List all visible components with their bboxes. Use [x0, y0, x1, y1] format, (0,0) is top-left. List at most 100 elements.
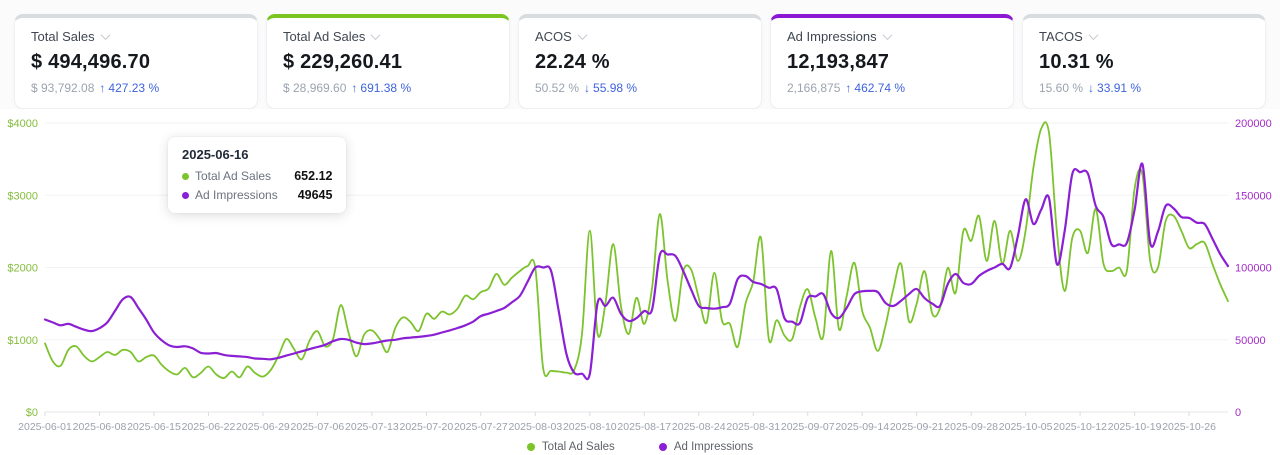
- kpi-value: $ 494,496.70: [31, 51, 151, 73]
- kpi-change-percent: 55.98 %: [593, 81, 638, 95]
- kpi-value: 22.24 %: [535, 51, 610, 73]
- kpi-title: Ad Impressions: [787, 29, 877, 44]
- kpi-comparison: 15.60 % ↓ 33.91 %: [1039, 81, 1249, 95]
- kpi-card-acos[interactable]: ACOS 22.24 % 50.52 % ↓ 55.98 %: [518, 14, 762, 109]
- kpi-change: ↓ 33.91 %: [1088, 81, 1141, 95]
- tooltip-series-value: 49645: [297, 188, 333, 202]
- series-line-total-ad-sales: [44, 121, 1229, 379]
- x-tick-label: 2025-06-08: [73, 421, 127, 433]
- kpi-cards-row: Total Sales $ 494,496.70 $ 93,792.08 ↑ 42…: [0, 0, 1280, 109]
- series-dot-icon: [182, 191, 189, 199]
- kpi-card-ad-impressions[interactable]: Ad Impressions 12,193,847 2,166,875 ↑ 462…: [770, 14, 1014, 109]
- chevron-down-icon[interactable]: [370, 30, 381, 41]
- kpi-card-total-ad-sales[interactable]: Total Ad Sales $ 229,260.41 $ 28,969.60 …: [266, 14, 510, 109]
- chevron-down-icon[interactable]: [882, 30, 893, 41]
- tooltip-date: 2025-06-16: [182, 147, 249, 162]
- x-tick-label: 2025-06-29: [236, 421, 290, 433]
- kpi-previous-value: 15.60 %: [1039, 81, 1084, 95]
- kpi-title: Total Ad Sales: [283, 29, 366, 44]
- time-series-chart: $0 0 $1000 50000 $2000 100000 $3000 150000 $4000…: [0, 109, 1280, 455]
- legend-dot-icon: [526, 443, 535, 451]
- kpi-card-total-sales[interactable]: Total Sales $ 494,496.70 $ 93,792.08 ↑ 42…: [14, 14, 258, 109]
- x-tick-label: 2025-07-13: [345, 421, 399, 433]
- x-tick-label: 2025-10-05: [999, 421, 1053, 433]
- y-left-tick-label: $3000: [7, 190, 38, 202]
- kpi-value: 12,193,847: [787, 51, 890, 73]
- kpi-change-percent: 691.38 %: [360, 81, 412, 95]
- kpi-comparison: $ 28,969.60 ↑ 691.38 %: [283, 81, 493, 95]
- x-tick-label: 2025-09-28: [944, 421, 998, 433]
- tooltip-series-label: Ad Impressions: [195, 188, 278, 202]
- x-tick-label: 2025-08-10: [563, 421, 617, 433]
- x-tick-label: 2025-08-24: [672, 421, 726, 433]
- legend-item-ad-impressions[interactable]: Ad Impressions: [658, 441, 754, 453]
- x-tick-label: 2025-08-03: [508, 421, 562, 433]
- x-tick-label: 2025-07-06: [291, 421, 345, 433]
- kpi-change-percent: 33.91 %: [1097, 81, 1142, 95]
- kpi-card-tacos[interactable]: TACOS 10.31 % 15.60 % ↓ 33.91 %: [1022, 14, 1266, 109]
- kpi-title: Total Sales: [31, 29, 95, 44]
- x-tick-label: 2025-08-17: [617, 421, 671, 433]
- kpi-change: ↓ 55.98 %: [584, 81, 637, 95]
- y-right-tick-label: 200000: [1235, 118, 1272, 130]
- chevron-down-icon[interactable]: [100, 30, 111, 41]
- kpi-previous-value: 50.52 %: [535, 81, 580, 95]
- kpi-title: ACOS: [535, 29, 572, 44]
- kpi-change: ↑ 427.23 %: [99, 81, 159, 95]
- y-left-tick-label: $1000: [7, 335, 38, 347]
- kpi-change-percent: 427.23 %: [108, 81, 160, 95]
- kpi-previous-value: $ 28,969.60: [283, 81, 347, 95]
- metric-selector[interactable]: Total Sales: [31, 29, 241, 44]
- x-tick-label: 2025-10-19: [1108, 421, 1162, 433]
- y-right-tick-label: 0: [1235, 407, 1241, 419]
- arrow-down-icon: ↓: [584, 81, 591, 95]
- chevron-down-icon[interactable]: [1088, 30, 1099, 41]
- arrow-up-icon: ↑: [351, 81, 358, 95]
- kpi-value: 10.31 %: [1039, 51, 1114, 73]
- x-tick-label: 2025-07-20: [400, 421, 454, 433]
- x-tick-label: 2025-09-07: [781, 421, 835, 433]
- kpi-title: TACOS: [1039, 29, 1083, 44]
- chart-canvas[interactable]: $0 0 $1000 50000 $2000 100000 $3000 150000 $4000…: [0, 109, 1280, 440]
- x-tick-label: 2025-06-01: [18, 421, 72, 433]
- kpi-change: ↑ 691.38 %: [351, 81, 411, 95]
- x-tick-label: 2025-10-26: [1162, 421, 1216, 433]
- chevron-down-icon[interactable]: [577, 30, 588, 41]
- tooltip-series-label: Total Ad Sales: [195, 169, 272, 183]
- x-tick-label: 2025-10-12: [1053, 421, 1107, 433]
- kpi-comparison: $ 93,792.08 ↑ 427.23 %: [31, 81, 241, 95]
- x-tick-label: 2025-06-15: [127, 421, 181, 433]
- x-tick-label: 2025-07-27: [454, 421, 508, 433]
- metric-selector[interactable]: ACOS: [535, 29, 745, 44]
- arrow-up-icon: ↑: [99, 81, 106, 95]
- y-left-tick-label: $4000: [7, 118, 38, 130]
- y-right-tick-label: 50000: [1235, 335, 1266, 347]
- x-tick-label: 2025-09-14: [835, 421, 889, 433]
- tooltip-series-value: 652.12: [294, 169, 333, 183]
- y-left-tick-label: $0: [26, 407, 38, 419]
- chart-legend: Total Ad Sales Ad Impressions: [0, 438, 1280, 455]
- legend-item-total-ad-sales[interactable]: Total Ad Sales: [526, 441, 615, 453]
- metric-selector[interactable]: Total Ad Sales: [283, 29, 493, 44]
- chart-tooltip: 2025-06-16 Total Ad Sales 652.12 Ad Impr…: [168, 137, 347, 213]
- y-left-tick-label: $2000: [7, 263, 38, 275]
- x-tick-label: 2025-06-22: [182, 421, 236, 433]
- arrow-up-icon: ↑: [845, 81, 852, 95]
- kpi-previous-value: $ 93,792.08: [31, 81, 95, 95]
- kpi-comparison: 2,166,875 ↑ 462.74 %: [787, 81, 997, 95]
- series-dot-icon: [182, 172, 189, 180]
- metric-selector[interactable]: Ad Impressions: [787, 29, 997, 44]
- kpi-change-percent: 462.74 %: [854, 81, 906, 95]
- kpi-change: ↑ 462.74 %: [845, 81, 905, 95]
- kpi-value: $ 229,260.41: [283, 51, 403, 73]
- tooltip-row: Ad Impressions 49645: [182, 188, 332, 202]
- kpi-previous-value: 2,166,875: [787, 81, 841, 95]
- y-right-tick-label: 100000: [1235, 263, 1272, 275]
- legend-label: Ad Impressions: [673, 441, 754, 453]
- y-right-tick-label: 150000: [1235, 190, 1272, 202]
- legend-label: Total Ad Sales: [541, 441, 615, 453]
- metric-selector[interactable]: TACOS: [1039, 29, 1249, 44]
- x-tick-label: 2025-09-21: [890, 421, 944, 433]
- tooltip-row: Total Ad Sales 652.12: [182, 169, 332, 183]
- arrow-down-icon: ↓: [1088, 81, 1095, 95]
